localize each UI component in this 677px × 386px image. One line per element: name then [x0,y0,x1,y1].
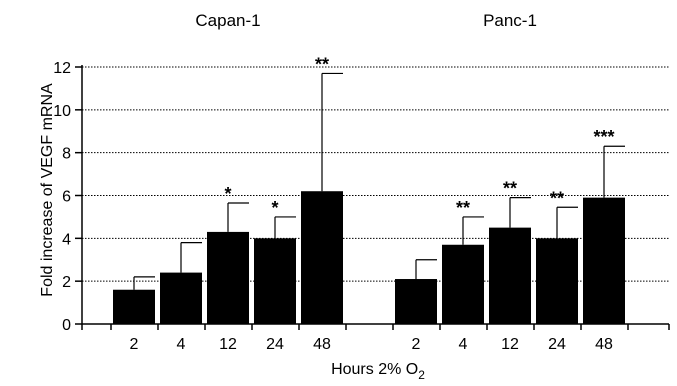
x-tick-label-panc-1: 12 [501,336,519,353]
x-axis-title-main: Hours 2% O [331,361,418,378]
significance-label-capan-1-12: * [224,184,231,204]
significance-label-panc-1-12: ** [503,179,517,199]
x-tick-label-capan-1: 2 [130,336,139,353]
bar-capan-1-2 [113,289,155,324]
bar-panc-1-2 [395,279,437,324]
x-tick-label-capan-1: 4 [177,336,186,353]
x-tick-label-capan-1: 12 [219,336,237,353]
bars [113,191,625,324]
y-tick-label: 4 [62,231,71,248]
bar-capan-1-12 [207,231,249,324]
significance-label-capan-1-48: ** [315,54,329,74]
error-bar-panc-1-24 [556,206,578,239]
y-tick-label: 0 [62,317,71,334]
bar-panc-1-12 [489,227,531,324]
group-title-capan-1: Capan-1 [195,11,260,30]
y-tick-label: 10 [53,103,71,120]
x-tick-label-capan-1: 24 [266,336,284,353]
bar-capan-1-4 [160,272,202,324]
error-bar-capan-1-24 [274,216,296,239]
axes [75,65,670,330]
x-tick-label-panc-1: 2 [412,336,421,353]
bar-panc-1-24 [536,238,578,324]
x-tick-label-panc-1: 48 [595,336,613,353]
y-tick-label: 2 [62,274,71,291]
error-bar-panc-1-48 [603,145,625,198]
error-bar-panc-1-12 [509,197,531,228]
significance-label-panc-1-4: ** [456,198,470,218]
gridlines [82,66,669,282]
error-bar-capan-1-4 [180,242,202,273]
significance-label-panc-1-24: ** [550,188,564,208]
bar-panc-1-4 [442,244,484,324]
error-bars [133,72,625,290]
x-axis-title: Hours 2% O2 [331,361,425,382]
x-tick-label-panc-1: 4 [459,336,468,353]
significance-label-capan-1-24: * [271,198,278,218]
bar-capan-1-24 [254,238,296,324]
y-tick-label: 8 [62,146,71,163]
significance-label-panc-1-48: *** [593,127,614,147]
group-title-panc-1: Panc-1 [483,11,537,30]
y-tick-label: 6 [62,189,71,206]
error-bar-panc-1-2 [415,259,437,280]
y-tick-label: 12 [53,60,71,77]
y-axis-title: Fold increase of VEGF mRNA [39,83,56,297]
bar-capan-1-48 [301,191,343,324]
bar-panc-1-48 [583,197,625,324]
error-bar-capan-1-12 [227,202,249,232]
x-tick-label-capan-1: 48 [313,336,331,353]
x-axis-title-subscript: 2 [418,368,425,382]
error-bar-capan-1-2 [133,276,155,290]
error-bar-capan-1-48 [321,72,343,192]
error-bar-panc-1-4 [462,216,484,245]
x-tick-label-panc-1: 24 [548,336,566,353]
